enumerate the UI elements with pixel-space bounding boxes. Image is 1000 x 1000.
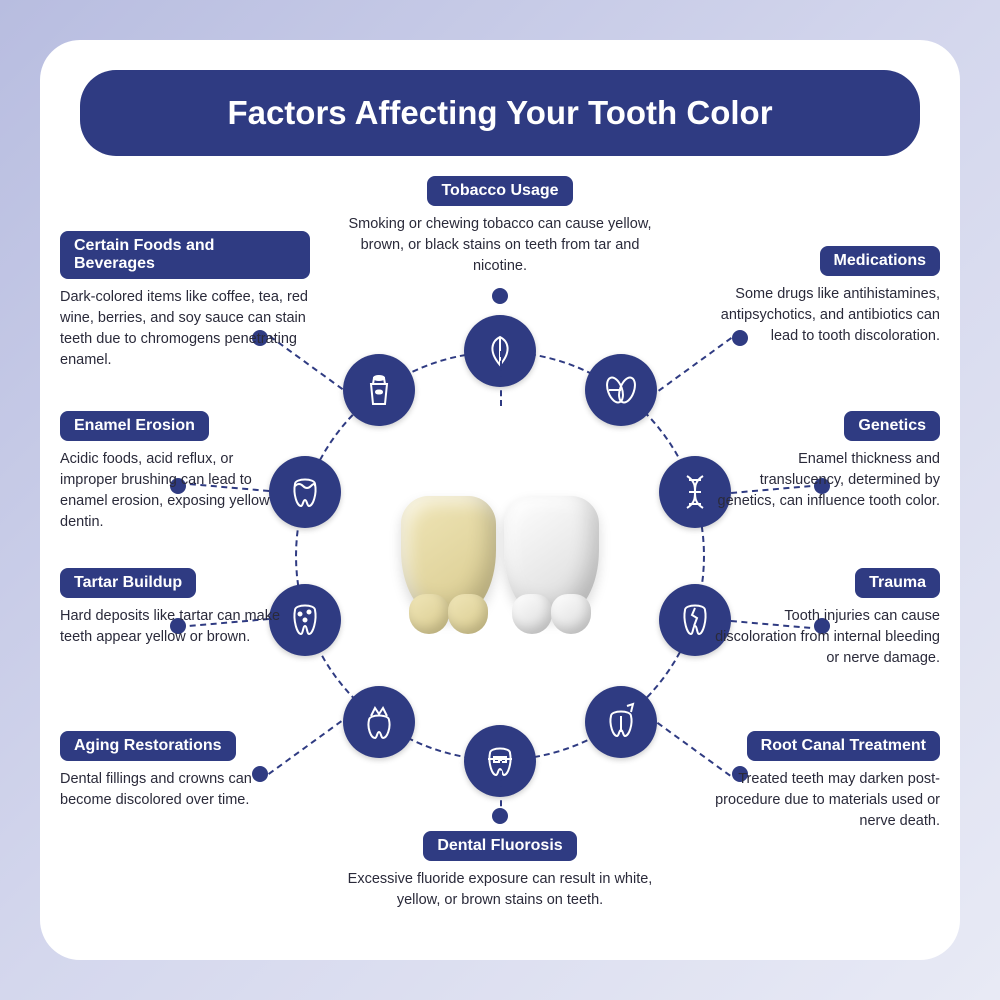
factor-title: Aging Restorations [60,731,236,761]
factor-tartar: Tartar Buildup Hard deposits like tartar… [60,568,290,648]
crown-icon [359,702,399,742]
center-teeth [401,496,599,616]
factor-title: Enamel Erosion [60,411,209,441]
factor-desc: Some drugs like antihistamines, antipsyc… [710,284,940,347]
connector-dot [492,288,508,304]
factor-desc: Acidic foods, acid reflux, or improper b… [60,449,290,533]
factor-enamel-erosion: Enamel Erosion Acidic foods, acid reflux… [60,411,290,533]
erosion-icon [285,472,325,512]
factor-title: Root Canal Treatment [747,731,940,761]
factor-title: Dental Fluorosis [423,831,576,861]
node-aging-restorations [343,686,415,758]
factor-desc: Dental fillings and crowns can become di… [60,769,290,811]
factor-trauma: Trauma Tooth injuries can cause discolor… [710,568,940,669]
factor-desc: Treated teeth may darken post-procedure … [710,769,940,832]
factor-tobacco: Tobacco Usage Smoking or chewing tobacco… [340,176,660,277]
factor-fluorosis: Dental Fluorosis Excessive fluoride expo… [340,831,660,911]
factor-root-canal: Root Canal Treatment Treated teeth may d… [710,731,940,832]
drill-icon [601,702,641,742]
factor-title: Medications [820,246,940,276]
factor-title: Trauma [855,568,940,598]
factor-title: Certain Foods and Beverages [60,231,310,279]
connector-dot [492,808,508,824]
factor-medications: Medications Some drugs like antihistamin… [710,246,940,347]
factor-desc: Hard deposits like tartar can make teeth… [60,606,290,648]
factor-genetics: Genetics Enamel thickness and translucen… [710,411,940,512]
factor-desc: Tooth injuries can cause discoloration f… [710,606,940,669]
node-foods-beverages [343,354,415,426]
factor-aging-restorations: Aging Restorations Dental fillings and c… [60,731,290,811]
node-medications [585,354,657,426]
tooth-spots-icon [285,600,325,640]
factor-title: Genetics [844,411,940,441]
node-root-canal [585,686,657,758]
factor-title: Tartar Buildup [60,568,196,598]
factor-desc: Smoking or chewing tobacco can cause yel… [340,214,660,277]
radial-diagram: Tobacco Usage Smoking or chewing tobacco… [80,176,920,936]
page-title: Factors Affecting Your Tooth Color [80,70,920,156]
factor-desc: Dark-colored items like coffee, tea, red… [60,287,310,371]
factor-desc: Enamel thickness and translucency, deter… [710,449,940,512]
pill-icon [601,370,641,410]
factor-desc: Excessive fluoride exposure can result i… [340,869,660,911]
center-ring-wrap [295,351,705,761]
tooth-yellow-icon [401,496,496,616]
infographic-card: Factors Affecting Your Tooth Color [40,40,960,960]
factor-foods-beverages: Certain Foods and Beverages Dark-colored… [60,231,310,371]
spoke [500,351,502,406]
factor-title: Tobacco Usage [427,176,572,206]
cup-icon [359,370,399,410]
tooth-white-icon [504,496,599,616]
